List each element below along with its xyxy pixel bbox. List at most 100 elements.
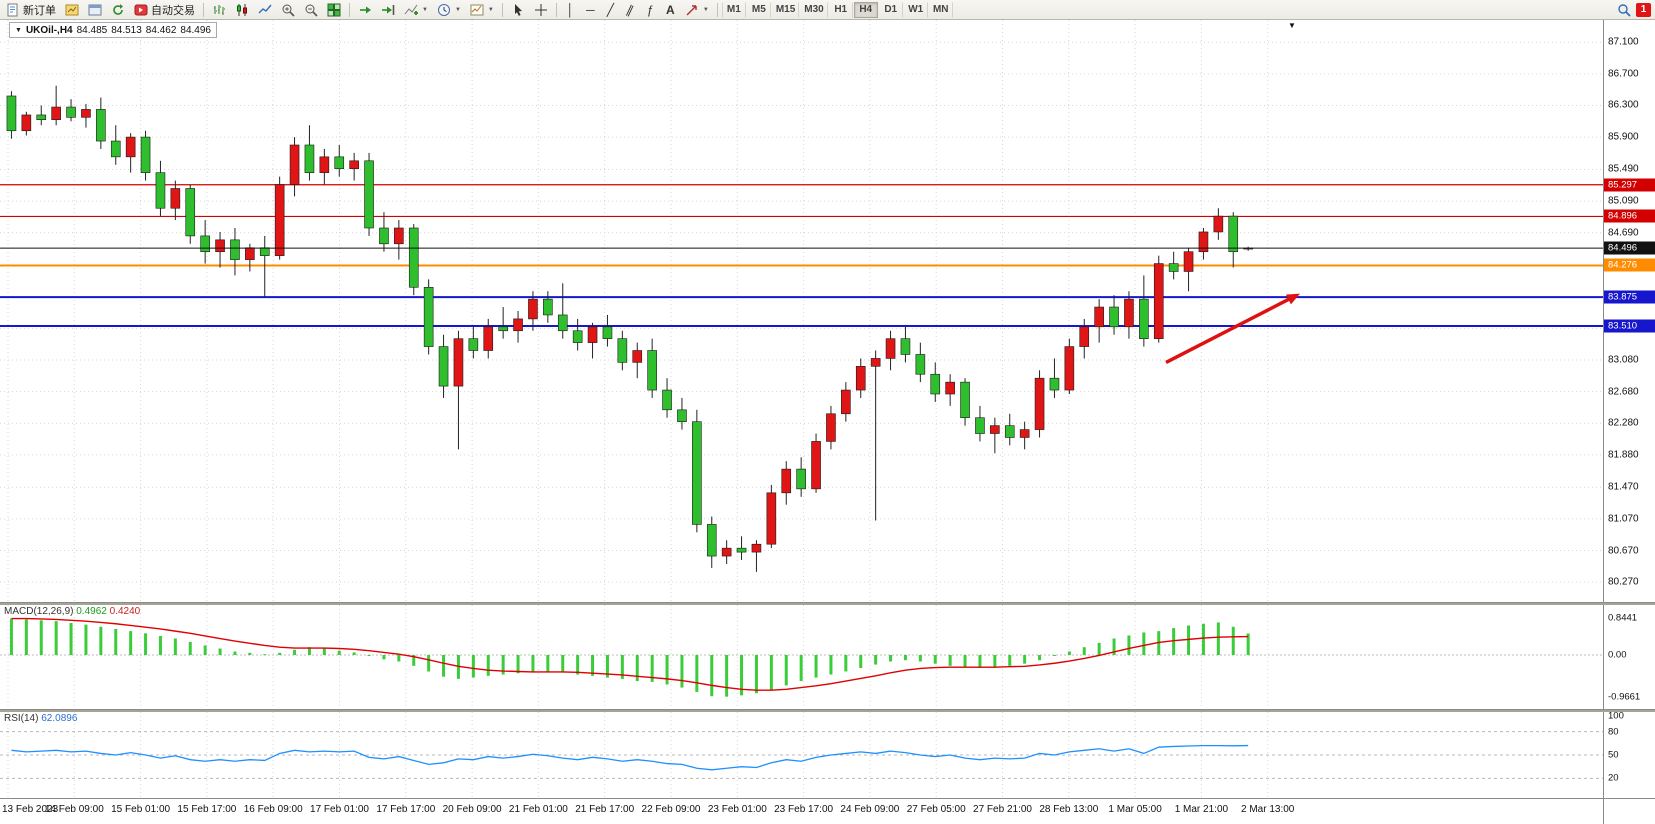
new-order-button[interactable]: 新订单 bbox=[2, 1, 60, 18]
indicators-dropdown-caret[interactable]: ▼ bbox=[422, 6, 428, 13]
candle-body bbox=[96, 109, 106, 142]
fibonacci-tool-button[interactable]: ƒ bbox=[641, 1, 660, 18]
macd-value-2: 0.4240 bbox=[109, 606, 141, 617]
data-window-button[interactable] bbox=[84, 1, 106, 18]
price-marker-badge: 84.276 bbox=[1604, 258, 1655, 272]
timeframe-mn-button[interactable]: MN bbox=[929, 1, 953, 18]
trendline-icon: ╱ bbox=[606, 2, 614, 17]
price-axis-label: 82.280 bbox=[1608, 417, 1639, 429]
rsi-plot[interactable]: RSI(14) 62.0896 bbox=[0, 712, 1603, 798]
candle-body bbox=[587, 326, 598, 343]
macd-histogram-bar bbox=[576, 655, 580, 675]
indicators-button[interactable]: ▼ bbox=[400, 1, 432, 18]
zoom-in-icon bbox=[282, 4, 295, 17]
line-chart-button[interactable] bbox=[254, 1, 276, 18]
chart-shift-marker[interactable]: ▼ bbox=[1288, 21, 1296, 30]
toolbar-separator bbox=[716, 2, 718, 17]
candle-body bbox=[200, 235, 210, 253]
main-price-pane-row: ▼ UKOil-,H4 84.485 84.513 84.462 84.496 … bbox=[0, 20, 1655, 602]
vertical-line-tool-button[interactable]: │ bbox=[561, 1, 580, 18]
periods-button[interactable]: ▼ bbox=[433, 1, 465, 18]
bar-chart-button[interactable] bbox=[208, 1, 230, 18]
macd-value-1: 0.4962 bbox=[76, 606, 107, 617]
price-marker-badge: 84.496 bbox=[1604, 241, 1655, 255]
candle-body bbox=[1183, 251, 1194, 272]
candle-body bbox=[557, 314, 568, 332]
trend-arrow-object[interactable] bbox=[1165, 295, 1295, 364]
templates-dropdown-caret[interactable]: ▼ bbox=[487, 6, 494, 13]
timeframe-toolbar: M1 M5 M15 M30 H1 H4 D1 W1 MN bbox=[721, 1, 953, 18]
timeframe-h4-button[interactable]: H4 bbox=[853, 1, 878, 18]
time-axis[interactable]: 13 Feb 2023 14 Feb 09:00 15 Feb 01:00 15 Fe… bbox=[0, 798, 1603, 824]
candle-body bbox=[245, 247, 255, 260]
timeframe-h1-button[interactable]: H1 bbox=[829, 1, 853, 18]
timeframe-m1-button[interactable]: M1 bbox=[721, 1, 746, 18]
periods-dropdown-caret[interactable]: ▼ bbox=[454, 6, 461, 13]
cursor-button[interactable] bbox=[507, 1, 529, 18]
market-watch-button[interactable] bbox=[61, 1, 83, 18]
macd-axis[interactable]: 0.8441 0.00 -0.9661 bbox=[1603, 605, 1655, 709]
collapse-triangle-icon[interactable]: ▼ bbox=[15, 26, 22, 34]
rsi-line bbox=[11, 744, 1249, 771]
text-tool-button[interactable]: A bbox=[661, 1, 680, 18]
notification-badge[interactable]: 1 bbox=[1636, 2, 1651, 17]
time-axis-label: 17 Feb 01:00 bbox=[310, 804, 369, 815]
macd-histogram-bar bbox=[1201, 623, 1205, 655]
candle-body bbox=[572, 330, 583, 343]
rsi-value: 62.0896 bbox=[41, 713, 78, 724]
toolbar-separator bbox=[203, 2, 204, 17]
price-chart-plot[interactable]: ▼ UKOil-,H4 84.485 84.513 84.462 84.496 … bbox=[0, 20, 1603, 602]
candle-body bbox=[781, 468, 792, 494]
candle-body bbox=[1153, 263, 1164, 339]
candle-body bbox=[885, 338, 896, 359]
periods-clock-icon bbox=[437, 3, 450, 16]
auto-scroll-button[interactable] bbox=[354, 1, 376, 18]
search-button[interactable] bbox=[1613, 1, 1635, 18]
timeframe-m30-button[interactable]: M30 bbox=[800, 1, 828, 18]
candle-body bbox=[692, 421, 702, 525]
pane-separator[interactable] bbox=[0, 709, 1655, 712]
macd-histogram-bar bbox=[978, 655, 982, 669]
macd-histogram-bar bbox=[486, 655, 490, 676]
tile-windows-button[interactable] bbox=[323, 1, 345, 18]
zoom-in-button[interactable] bbox=[277, 1, 299, 18]
timeframe-d1-button[interactable]: D1 bbox=[879, 1, 903, 18]
macd-histogram-bar bbox=[352, 652, 356, 655]
macd-histogram-bar bbox=[1127, 635, 1131, 655]
horizontal-line-tool-button[interactable]: ─ bbox=[581, 1, 600, 18]
timeframe-m5-button[interactable]: M5 bbox=[747, 1, 771, 18]
channel-tool-button[interactable]: ∥ bbox=[621, 1, 640, 18]
candle-body bbox=[632, 350, 643, 363]
candle-body bbox=[602, 326, 613, 339]
macd-axis-label: 0.8441 bbox=[1608, 612, 1638, 624]
timeframe-w1-button[interactable]: W1 bbox=[904, 1, 928, 18]
trendline-tool-button[interactable]: ╱ bbox=[601, 1, 620, 18]
arrows-dropdown-caret[interactable]: ▼ bbox=[702, 6, 709, 13]
macd-histogram-bar bbox=[784, 655, 788, 686]
price-axis[interactable]: 87.100 86.700 86.300 85.900 85.490 85.090 84.6… bbox=[1603, 20, 1655, 602]
chart-shift-button[interactable] bbox=[377, 1, 399, 18]
pane-separator[interactable] bbox=[0, 602, 1655, 605]
arrows-tool-button[interactable]: ▼ bbox=[681, 1, 713, 18]
price-axis-label: 85.090 bbox=[1608, 195, 1639, 207]
macd-histogram-bar bbox=[695, 655, 699, 692]
zoom-out-button[interactable] bbox=[300, 1, 322, 18]
templates-button[interactable]: ▼ bbox=[466, 1, 498, 18]
data-window-icon bbox=[88, 4, 102, 15]
refresh-button[interactable] bbox=[107, 1, 129, 18]
candlestick-chart-button[interactable] bbox=[231, 1, 253, 18]
candle-body bbox=[66, 106, 76, 118]
macd-histogram-bar bbox=[84, 624, 88, 655]
trend-arrow-head[interactable] bbox=[1285, 293, 1300, 305]
time-axis-label: 15 Feb 01:00 bbox=[111, 804, 171, 815]
macd-plot[interactable]: MACD(12,26,9) 0.4962 0.4240 bbox=[0, 605, 1603, 709]
time-axis-label: 28 Feb 13:00 bbox=[1039, 804, 1099, 815]
macd-histogram-bar bbox=[993, 655, 997, 668]
rsi-axis[interactable]: 100 80 50 20 bbox=[1603, 712, 1655, 798]
crosshair-button[interactable] bbox=[530, 1, 552, 18]
auto-trading-button[interactable]: 自动交易 bbox=[130, 1, 199, 18]
price-marker-badge: 83.510 bbox=[1604, 319, 1655, 333]
plot-main-svg bbox=[0, 20, 1603, 602]
timeframe-m15-button[interactable]: M15 bbox=[772, 1, 800, 18]
text-tool-icon: A bbox=[666, 2, 675, 17]
